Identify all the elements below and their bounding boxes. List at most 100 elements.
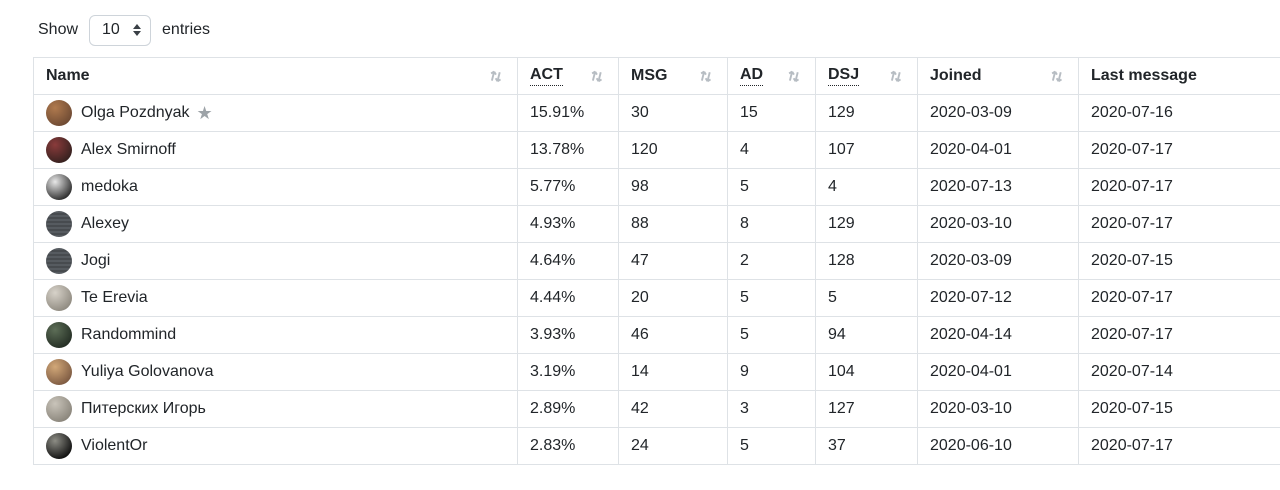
column-header-dsj[interactable]: DSJ <box>815 57 918 95</box>
name-cell: Alexey <box>33 205 518 243</box>
avatar <box>46 174 72 200</box>
ad-cell: 4 <box>727 131 816 169</box>
member-name: Питерских Игорь <box>81 400 206 417</box>
last-message-cell: 2020-07-17 <box>1078 205 1280 243</box>
column-label-ad: AD <box>740 66 764 86</box>
member-name: Alexey <box>81 215 130 232</box>
ad-cell: 5 <box>727 168 816 206</box>
act-cell: 3.19% <box>517 353 619 391</box>
dsj-cell: 129 <box>815 94 918 132</box>
ad-cell: 15 <box>727 94 816 132</box>
table-row: medoka 5.77% 98 5 4 2020-07-13 2020-07-17 <box>33 168 1280 206</box>
msg-cell: 46 <box>618 316 728 354</box>
ad-cell: 3 <box>727 390 816 428</box>
member-name: ViolentOr <box>81 437 148 454</box>
msg-cell: 20 <box>618 279 728 317</box>
joined-cell: 2020-03-10 <box>917 390 1079 428</box>
column-header-name[interactable]: Name <box>33 57 518 95</box>
column-label-act: ACT <box>530 66 563 86</box>
sort-icon <box>1051 70 1063 82</box>
column-label-msg: MSG <box>631 67 668 84</box>
avatar <box>46 211 72 237</box>
column-header-joined[interactable]: Joined <box>917 57 1079 95</box>
ad-cell: 5 <box>727 427 816 465</box>
column-label-dsj: DSJ <box>828 66 860 86</box>
table-row: ViolentOr 2.83% 24 5 37 2020-06-10 2020-07-17 <box>33 427 1280 465</box>
dsj-cell: 37 <box>815 427 918 465</box>
last-message-cell: 2020-07-17 <box>1078 131 1280 169</box>
name-cell: Alex Smirnoff <box>33 131 518 169</box>
joined-cell: 2020-07-12 <box>917 279 1079 317</box>
member-name: Te Erevia <box>81 289 148 306</box>
dsj-cell: 4 <box>815 168 918 206</box>
member-name: Alex Smirnoff <box>81 141 176 158</box>
avatar <box>46 396 72 422</box>
msg-cell: 47 <box>618 242 728 280</box>
last-message-cell: 2020-07-14 <box>1078 353 1280 391</box>
avatar <box>46 322 72 348</box>
name-cell: Randommind <box>33 316 518 354</box>
member-name: Jogi <box>81 252 111 269</box>
act-cell: 3.93% <box>517 316 619 354</box>
dsj-cell: 5 <box>815 279 918 317</box>
joined-cell: 2020-06-10 <box>917 427 1079 465</box>
column-label-joined: Joined <box>930 67 982 84</box>
act-cell: 5.77% <box>517 168 619 206</box>
show-label: Show <box>38 21 79 38</box>
last-message-cell: 2020-07-17 <box>1078 279 1280 317</box>
msg-cell: 24 <box>618 427 728 465</box>
avatar <box>46 433 72 459</box>
page-size-select[interactable]: 10 <box>89 14 152 46</box>
entries-label: entries <box>162 21 211 38</box>
msg-cell: 30 <box>618 94 728 132</box>
name-cell: Yuliya Golovanova <box>33 353 518 391</box>
sort-icon <box>591 70 603 82</box>
ad-cell: 8 <box>727 205 816 243</box>
msg-cell: 98 <box>618 168 728 206</box>
name-cell: Питерских Игорь <box>33 390 518 428</box>
sort-icon <box>700 70 712 82</box>
table-row: Randommind 3.93% 46 5 94 2020-04-14 2020-07-17 <box>33 316 1280 354</box>
avatar <box>46 359 72 385</box>
column-header-ad[interactable]: AD <box>727 57 816 95</box>
column-header-msg[interactable]: MSG <box>618 57 728 95</box>
column-header-act[interactable]: ACT <box>517 57 619 95</box>
avatar <box>46 285 72 311</box>
table-row: Alex Smirnoff 13.78% 120 4 107 2020-04-01 2020… <box>33 131 1280 169</box>
sort-icon <box>788 70 800 82</box>
name-cell: medoka <box>33 168 518 206</box>
msg-cell: 88 <box>618 205 728 243</box>
name-cell: ViolentOr <box>33 427 518 465</box>
members-table: Name ACT MSG AD DSJ Joined Last message Olga P… <box>33 57 1280 465</box>
entries-control: Show 10 entries <box>0 0 1280 47</box>
ad-cell: 2 <box>727 242 816 280</box>
name-cell: Olga Pozdnyak ★ <box>33 94 518 132</box>
table-row: Olga Pozdnyak ★ 15.91% 30 15 129 2020-03-09 202… <box>33 94 1280 132</box>
column-header-last_message[interactable]: Last message <box>1078 57 1280 95</box>
joined-cell: 2020-04-14 <box>917 316 1079 354</box>
joined-cell: 2020-07-13 <box>917 168 1079 206</box>
msg-cell: 120 <box>618 131 728 169</box>
select-caret-icon <box>133 24 142 36</box>
member-name: Yuliya Golovanova <box>81 363 214 380</box>
last-message-cell: 2020-07-17 <box>1078 316 1280 354</box>
table-row: Te Erevia 4.44% 20 5 5 2020-07-12 2020-07-17 <box>33 279 1280 317</box>
act-cell: 4.64% <box>517 242 619 280</box>
ad-cell: 5 <box>727 279 816 317</box>
name-cell: Jogi <box>33 242 518 280</box>
table-row: Питерских Игорь 2.89% 42 3 127 2020-03-10 2020… <box>33 390 1280 428</box>
msg-cell: 42 <box>618 390 728 428</box>
dsj-cell: 129 <box>815 205 918 243</box>
joined-cell: 2020-04-01 <box>917 353 1079 391</box>
column-label-name: Name <box>46 67 90 84</box>
avatar <box>46 248 72 274</box>
member-name: Randommind <box>81 326 177 343</box>
member-name: Olga Pozdnyak <box>81 104 190 121</box>
joined-cell: 2020-04-01 <box>917 131 1079 169</box>
table-row: Jogi 4.64% 47 2 128 2020-03-09 2020-07-15 <box>33 242 1280 280</box>
avatar <box>46 137 72 163</box>
act-cell: 4.44% <box>517 279 619 317</box>
joined-cell: 2020-03-09 <box>917 94 1079 132</box>
msg-cell: 14 <box>618 353 728 391</box>
act-cell: 4.93% <box>517 205 619 243</box>
